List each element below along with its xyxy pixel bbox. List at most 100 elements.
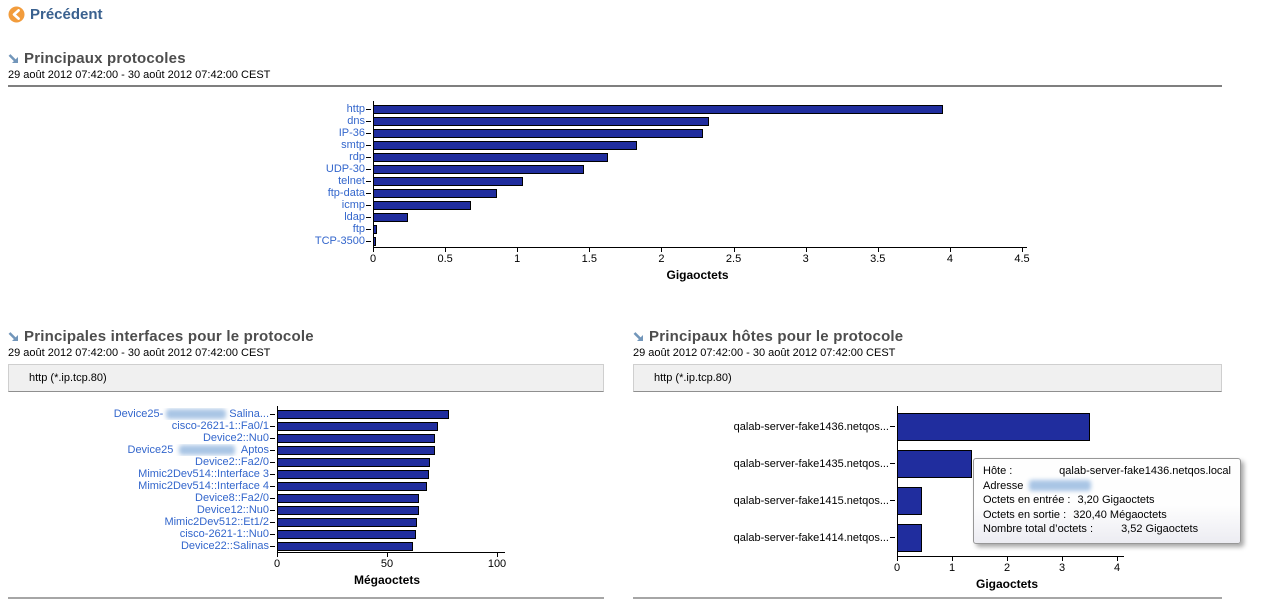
bar-track (373, 151, 1022, 163)
y-axis-label[interactable]: ldap (344, 211, 365, 223)
bar[interactable] (897, 486, 922, 515)
interfaces-bar-chart: Device25- Salina... cisco-2621-1::Fa0/1 Dev… (8, 406, 604, 587)
back-label[interactable]: Précédent (30, 5, 103, 23)
date-range: 29 août 2012 07:42:00 - 30 août 2012 07:… (8, 347, 271, 359)
bar[interactable] (373, 212, 408, 222)
y-tick-mark (270, 533, 275, 535)
bar[interactable] (373, 236, 376, 246)
bar[interactable] (373, 104, 943, 114)
tooltip-total-label: Nombre total d’octets : (983, 523, 1094, 535)
y-axis-line (897, 406, 898, 556)
y-axis-line (373, 101, 374, 247)
y-tick-mark (270, 509, 275, 511)
y-axis-label[interactable]: Device22::Salinas (180, 540, 269, 552)
bar-track (373, 115, 1022, 127)
bar[interactable] (277, 529, 416, 539)
y-axis-line (277, 406, 278, 552)
y-axis-label[interactable]: TCP-3500 (314, 235, 365, 247)
bar-track (277, 480, 497, 492)
bar-row: TCP-3500 (8, 235, 1267, 247)
bar[interactable] (373, 176, 523, 186)
y-axis-label[interactable]: cisco-2621-1::Fa0/1 (171, 420, 269, 432)
back-link[interactable]: Précédent (8, 4, 1267, 24)
bar[interactable] (373, 200, 472, 210)
y-axis-label[interactable]: smtp (341, 139, 365, 151)
bar-track (277, 540, 497, 552)
y-tick-mark (366, 156, 371, 158)
bar[interactable] (373, 128, 704, 138)
y-axis-label[interactable]: ftp (352, 223, 365, 235)
bar[interactable] (277, 421, 438, 431)
bar-track (373, 187, 1022, 199)
y-axis-label[interactable]: Device25 Aptos (127, 444, 270, 456)
bar-row: IP-36 (8, 127, 1267, 139)
bar-track (373, 211, 1022, 223)
x-tick-mark (497, 553, 498, 557)
section-top-protocols: Principaux protocoles 29 août 2012 07:42… (8, 50, 1267, 282)
bar[interactable] (277, 541, 414, 551)
bar[interactable] (897, 412, 1090, 441)
bar[interactable] (277, 457, 431, 467)
y-axis-label[interactable]: http (346, 103, 365, 115)
y-axis-label[interactable]: icmp (341, 199, 365, 211)
plot-area: http dns IP-36 smtp rdp UDP-30 telnet ftp-data i… (8, 101, 1267, 247)
y-tick-mark (366, 204, 371, 206)
bar-row: Device22::Salinas (8, 540, 604, 552)
bar-row: Device8::Fa2/0 (8, 492, 604, 504)
y-axis-label[interactable]: IP-36 (338, 127, 365, 139)
bar[interactable] (373, 188, 498, 198)
bar[interactable] (897, 523, 922, 552)
bar[interactable] (277, 469, 430, 479)
divider (8, 85, 1222, 87)
y-axis-label[interactable]: telnet (338, 175, 365, 187)
bar-row: dns (8, 115, 1267, 127)
y-axis-label[interactable]: ftp-data (327, 187, 365, 199)
bar[interactable] (373, 224, 378, 234)
bar-row: Device2::Fa2/0 (8, 456, 604, 468)
y-axis-label[interactable]: Mimic2Dev512::Et1/2 (164, 516, 269, 528)
bar-track (373, 235, 1022, 247)
y-tick-mark (366, 192, 371, 194)
x-tick-mark (589, 248, 591, 252)
x-tick-mark (952, 557, 953, 561)
bar[interactable] (277, 481, 427, 491)
back-arrow-icon[interactable] (8, 6, 25, 23)
bar-row: Mimic2Dev512::Et1/2 (8, 516, 604, 528)
bar[interactable] (277, 505, 419, 515)
x-tick-mark (517, 248, 519, 252)
tooltip-in-label: Octets en entrée : (983, 494, 1071, 506)
bar[interactable] (277, 493, 420, 503)
bar[interactable] (277, 409, 449, 419)
y-axis-label[interactable]: Device2::Nu0 (202, 432, 269, 444)
bar[interactable] (897, 449, 972, 478)
bar[interactable] (373, 116, 710, 126)
y-axis-label[interactable]: UDP-30 (325, 163, 365, 175)
bar-track (277, 456, 497, 468)
y-axis-label[interactable]: dns (347, 115, 365, 127)
hosts-bar-chart: qalab-server-fake1436.netqos... qalab-ser… (633, 406, 1222, 591)
y-axis-label[interactable]: rdp (349, 151, 365, 163)
y-axis-label[interactable]: Device12::Nu0 (196, 504, 269, 516)
y-axis-label[interactable]: Mimic2Dev514::Interface 4 (138, 480, 269, 492)
filter-text: http (*.ip.tcp.80) (654, 372, 732, 384)
x-tick-label: 4 (946, 253, 953, 265)
y-axis-label[interactable]: Mimic2Dev514::Interface 3 (138, 468, 269, 480)
y-axis-label[interactable]: cisco-2621-1::Nu0 (179, 528, 269, 540)
x-tick-label: 50 (380, 558, 394, 570)
bar[interactable] (277, 517, 417, 527)
bar-track (277, 408, 497, 420)
x-tick-label: 3 (1058, 562, 1066, 574)
bar[interactable] (277, 445, 435, 455)
y-tick-mark (270, 473, 275, 475)
date-range: 29 août 2012 07:42:00 - 30 août 2012 07:… (633, 347, 896, 359)
bar[interactable] (373, 140, 637, 150)
bar-track (373, 163, 1022, 175)
bar[interactable] (373, 164, 584, 174)
bar[interactable] (373, 152, 609, 162)
x-tick-mark (877, 248, 879, 252)
bar[interactable] (277, 433, 436, 443)
x-axis: 0 0.5 1 1.5 2 2.5 3 3.5 4 4.5 (370, 247, 1030, 267)
y-axis-label[interactable]: Device8::Fa2/0 (195, 492, 269, 504)
y-axis-label[interactable]: Device25- Salina... (113, 408, 269, 420)
y-axis-label[interactable]: Device2::Fa2/0 (195, 456, 269, 468)
